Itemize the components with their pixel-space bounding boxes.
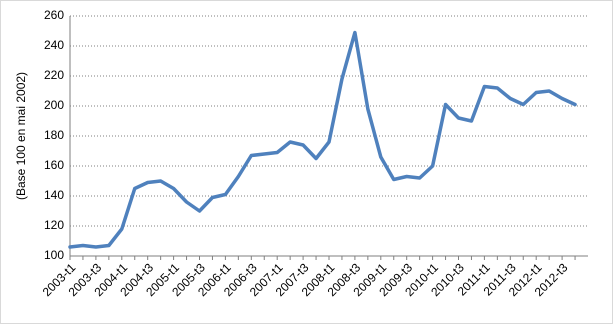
y-tick-label: 200 bbox=[44, 98, 64, 112]
line bbox=[68, 30, 577, 249]
y-axis-label: (Base 100 en mai 2002) bbox=[14, 72, 28, 200]
y-tick-label: 100 bbox=[44, 248, 64, 262]
y-tick-label: 240 bbox=[44, 38, 64, 52]
y-tick-label: 260 bbox=[44, 8, 64, 22]
y-tick-label: 180 bbox=[44, 128, 64, 142]
y-tick-label: 160 bbox=[44, 158, 64, 172]
y-tick-label: 140 bbox=[44, 188, 64, 202]
y-tick-label: 220 bbox=[44, 68, 64, 82]
y-tick-label: 120 bbox=[44, 218, 64, 232]
